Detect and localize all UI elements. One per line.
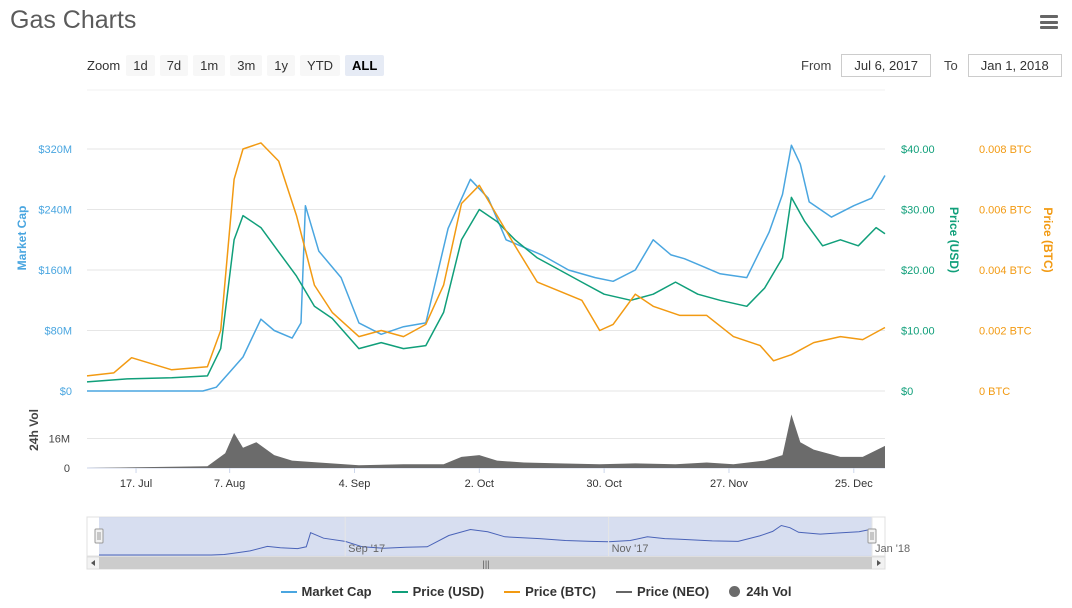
series-line-price-usd <box>86 196 886 383</box>
x-tick-label: 4. Sep <box>339 478 371 490</box>
zoom-toolbar: Zoom 1d 7d 1m 3m 1y YTD ALL <box>87 53 389 77</box>
y-axis-title-price-btc: Price (BTC) <box>1041 207 1055 272</box>
navigator-selection <box>99 517 872 556</box>
navigator-tick-label: Sep '17 <box>348 543 385 555</box>
scrollbar-grip: ||| <box>482 559 489 569</box>
navigator-left-handle[interactable] <box>94 528 104 544</box>
x-tick-label: 7. Aug <box>214 478 245 490</box>
y-tick-label-price-usd: $10.00 <box>901 326 935 338</box>
range-to: To Jan 1, 2018 <box>944 53 1062 77</box>
legend-item-market-cap[interactable]: Market Cap <box>280 584 372 599</box>
navigator-tick-label: Nov '17 <box>612 543 649 555</box>
series-line-market-cap <box>87 144 886 392</box>
y-tick-label-market-cap: $240M <box>38 205 72 217</box>
y-tick-label-price-btc: 0.004 BTC <box>979 265 1032 277</box>
from-label: From <box>801 57 832 73</box>
chart-legend: Market Cap Price (USD) Price (BTC) Price… <box>0 584 1072 599</box>
scroll-right-arrow-icon[interactable] <box>877 560 881 566</box>
zoom-button-all[interactable]: ALL <box>345 54 385 76</box>
legend-swatch <box>391 590 408 593</box>
legend-label: Market Cap <box>301 584 372 599</box>
x-tick-label: 27. Nov <box>710 478 748 490</box>
y-tick-label-market-cap: $320M <box>38 144 72 156</box>
legend-item-24h-vol[interactable]: 24h Vol <box>729 584 791 599</box>
legend-swatch <box>280 590 297 593</box>
zoom-button-ytd[interactable]: YTD <box>300 54 341 76</box>
y-axis-title-volume: 24h Vol <box>27 409 41 451</box>
zoom-label: Zoom <box>87 57 121 73</box>
x-tick-label: 17. Jul <box>120 478 152 490</box>
y-tick-label-market-cap: $160M <box>38 265 72 277</box>
series-line-price-btc <box>86 142 886 377</box>
legend-item-price-btc[interactable]: Price (BTC) <box>504 584 596 599</box>
x-tick-label: 30. Oct <box>586 478 621 490</box>
volume-tick-label: 0 <box>64 463 70 475</box>
page-title: Gas Charts <box>10 6 137 34</box>
y-tick-label-price-btc: 0.006 BTC <box>979 205 1032 217</box>
y-axis-title-price-usd: Price (USD) <box>947 207 961 273</box>
legend-swatch <box>504 590 521 593</box>
zoom-button-3m[interactable]: 3m <box>230 54 263 76</box>
legend-label: Price (BTC) <box>525 584 596 599</box>
y-axis-title-market-cap: Market Cap <box>15 206 29 271</box>
menu-icon[interactable] <box>1040 15 1058 29</box>
volume-area <box>87 414 885 468</box>
stock-chart: $0 $0 0 BTC $80M $10.00 0.002 BTC $160M $20.00 0… <box>15 89 1055 570</box>
y-tick-label-market-cap: $0 <box>60 386 72 398</box>
zoom-button-1m[interactable]: 1m <box>193 54 226 76</box>
y-tick-label-price-btc: 0.008 BTC <box>979 144 1032 156</box>
x-tick-label: 2. Oct <box>465 478 494 490</box>
scrollbar-thumb[interactable] <box>99 557 872 569</box>
navigator-right-handle[interactable] <box>867 528 877 544</box>
legend-label: 24h Vol <box>746 584 792 599</box>
volume-tick-label: 16M <box>49 434 70 446</box>
y-tick-label-market-cap: $80M <box>44 326 72 338</box>
to-label: To <box>944 57 958 73</box>
y-tick-label-price-usd: $20.00 <box>901 265 935 277</box>
y-tick-label-price-btc: 0.002 BTC <box>979 326 1032 338</box>
range-from: From Jul 6, 2017 <box>801 53 931 77</box>
y-tick-label-price-usd: $30.00 <box>901 205 935 217</box>
x-tick-label: 25. Dec <box>835 478 873 490</box>
y-tick-label-price-usd: $40.00 <box>901 144 935 156</box>
legend-label: Price (USD) <box>412 584 485 599</box>
navigator-tick-label: Jan '18 <box>875 543 910 555</box>
legend-item-price-usd[interactable]: Price (USD) <box>391 584 485 599</box>
scroll-left-arrow-icon[interactable] <box>91 560 95 566</box>
legend-swatch <box>615 590 632 593</box>
to-date-input[interactable]: Jan 1, 2018 <box>967 53 1062 77</box>
navigator-line <box>99 524 873 556</box>
legend-item-price-neo[interactable]: Price (NEO) <box>615 584 710 599</box>
y-tick-label-price-usd: $0 <box>901 386 913 398</box>
zoom-button-1d[interactable]: 1d <box>126 54 155 76</box>
zoom-button-7d[interactable]: 7d <box>159 54 189 76</box>
legend-label: Price (NEO) <box>636 584 710 599</box>
zoom-button-1y[interactable]: 1y <box>267 54 296 76</box>
from-date-input[interactable]: Jul 6, 2017 <box>841 53 931 77</box>
legend-swatch <box>729 586 741 597</box>
y-tick-label-price-btc: 0 BTC <box>979 386 1010 398</box>
